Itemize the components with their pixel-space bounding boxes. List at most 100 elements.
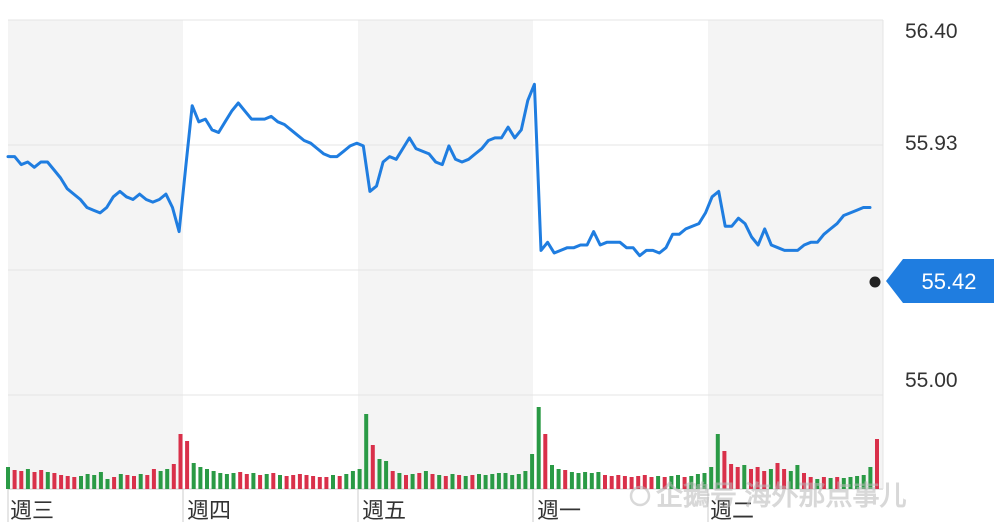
volume-bar — [370, 445, 375, 489]
volume-bar — [875, 439, 879, 489]
day-label-fri: 週五 — [362, 498, 406, 523]
price-line — [6, 82, 872, 258]
volume-bar — [788, 471, 793, 489]
volume-bar — [45, 472, 50, 489]
volume-bar — [576, 473, 581, 489]
volume-bar — [112, 477, 117, 489]
volume-bar — [39, 470, 44, 489]
volume-bar — [603, 475, 607, 489]
volume-bar — [72, 477, 77, 489]
volume-bar — [702, 473, 707, 489]
volume-bar — [145, 475, 150, 489]
volume-bar — [125, 475, 130, 489]
volume-bar — [344, 474, 349, 489]
day-label-wed: 週三 — [10, 498, 54, 523]
volume-bar — [65, 476, 70, 489]
volume-bar — [503, 473, 508, 489]
day-label-tue: 週二 — [710, 498, 754, 523]
volume-bar — [264, 474, 269, 489]
volume-bar — [417, 473, 422, 489]
volume-bar — [536, 407, 541, 489]
volume-bar — [808, 477, 813, 489]
volume-bar — [138, 474, 143, 489]
volume-bar — [609, 476, 614, 489]
volume-bar — [563, 470, 568, 489]
volume-bar — [636, 476, 641, 489]
volume-bar — [510, 475, 515, 489]
volume-bar — [556, 469, 561, 489]
volume-bar — [735, 467, 740, 489]
volume-bar — [331, 475, 335, 489]
volume-bar — [178, 434, 183, 489]
volume-bar — [689, 476, 694, 489]
volume-bar — [450, 474, 455, 489]
volume-bar — [496, 473, 501, 489]
volume-bar — [483, 475, 488, 489]
volume-bar — [550, 465, 554, 489]
volume-bar — [423, 471, 428, 489]
volume-bar — [79, 476, 83, 489]
volume-bar — [722, 451, 727, 489]
volume-bar — [165, 469, 170, 489]
volume-bar — [357, 469, 362, 489]
volume-bar — [278, 475, 282, 489]
current-price-label: 55.42 — [921, 269, 976, 294]
volume-bar — [185, 441, 190, 489]
volume-bar — [52, 473, 57, 489]
volume-bar — [828, 478, 833, 489]
volume-bar — [25, 469, 30, 489]
volume-bar — [430, 474, 435, 489]
volume-bar — [569, 472, 574, 489]
y-tick-label-56.40: 56.40 — [905, 20, 958, 43]
volume-bar — [191, 463, 196, 489]
volume-bar — [755, 467, 760, 489]
volume-bar — [105, 479, 110, 489]
volume-bar — [463, 476, 468, 489]
volume-bar — [669, 476, 674, 489]
volume-bar — [19, 471, 24, 489]
volume-bar — [543, 434, 548, 489]
volume-bar — [583, 472, 588, 489]
volume-bar — [861, 475, 866, 489]
volume-bar — [802, 473, 806, 489]
volume-bar — [224, 474, 229, 489]
volume-bar — [775, 463, 780, 489]
y-tick-label-55.00: 55.00 — [905, 369, 958, 392]
volume-bar — [304, 475, 309, 489]
day-band-wed — [8, 20, 183, 490]
volume-bar — [151, 469, 156, 489]
volume-bar — [821, 477, 826, 489]
volume-bar — [470, 475, 475, 489]
volume-bar — [377, 459, 382, 489]
volume-bar — [782, 469, 787, 489]
volume-bar — [12, 470, 17, 489]
volume-bar — [118, 474, 123, 489]
volume-bar — [311, 476, 316, 489]
volume-bar — [92, 475, 97, 489]
volume-bar — [715, 434, 720, 489]
volume-bar — [98, 472, 103, 489]
volume-bar — [762, 471, 767, 489]
volume-bar — [284, 476, 289, 489]
volume-bar — [271, 473, 276, 489]
volume-bar — [676, 475, 680, 489]
volume-bar — [749, 469, 753, 489]
volume-bar — [642, 475, 647, 489]
volume-bar — [437, 475, 442, 489]
volume-bar — [397, 473, 402, 489]
volume-bar — [198, 467, 203, 489]
volume-bar — [443, 476, 448, 489]
volume-bar — [205, 469, 209, 489]
current-price-badge: 55.42 — [886, 259, 994, 303]
volume-bars — [6, 407, 879, 489]
volume-bar — [855, 476, 860, 489]
volume-bar — [337, 476, 342, 489]
volume-bar — [251, 473, 256, 489]
volume-bar — [795, 465, 800, 489]
watermark-logo-icon — [629, 485, 651, 507]
volume-bar — [695, 474, 700, 489]
volume-bar — [6, 467, 10, 489]
volume-bar — [404, 475, 408, 489]
volume-bar — [516, 474, 521, 489]
volume-bar — [231, 473, 236, 489]
